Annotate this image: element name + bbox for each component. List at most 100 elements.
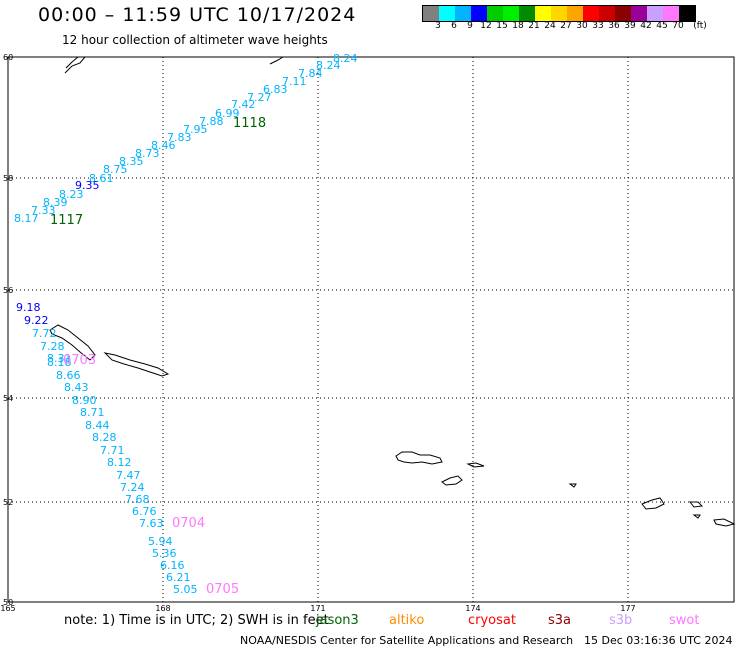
- track-value-label: 8.31: [47, 352, 72, 365]
- track-value-label: 8.28: [92, 431, 117, 444]
- track-value-label: 8.61: [89, 172, 114, 185]
- track-value-label: 7.72: [32, 327, 57, 340]
- track-value-label: 7.42: [231, 98, 256, 111]
- color-swatch: [503, 6, 519, 21]
- track-value-label: 7.63: [139, 517, 164, 530]
- color-scale-label: 21: [528, 21, 540, 31]
- track-value-label: 8.17: [14, 212, 39, 225]
- color-swatch: [567, 6, 583, 21]
- coastline-semichi: [568, 483, 577, 488]
- color-swatch: [519, 6, 535, 21]
- track-value-label: 8.71: [80, 406, 105, 419]
- color-scale-bar: [422, 5, 696, 22]
- latitude-label: 56: [3, 286, 13, 295]
- color-scale-label: 27: [560, 21, 572, 31]
- track-value-label: 8.90: [72, 394, 97, 407]
- color-swatch: [471, 6, 487, 21]
- track-value-label: 6.76: [132, 505, 157, 518]
- track-value-label: 5.94: [148, 535, 173, 548]
- track-value-label: 8.43: [64, 381, 89, 394]
- track-value-label: 5.05: [173, 583, 198, 596]
- longitude-label: 168: [155, 604, 170, 613]
- color-swatch: [599, 6, 615, 21]
- color-scale-label: 36: [608, 21, 620, 31]
- color-scale-label: 12: [480, 21, 492, 31]
- latitude-label: 54: [3, 394, 13, 403]
- color-swatch: [647, 6, 663, 21]
- track-value-label: 7.83: [167, 131, 192, 144]
- track-value-label: 7.88: [199, 115, 224, 128]
- coastline-rat-islands-2: [688, 501, 704, 508]
- track-value-label: 8.18: [47, 356, 72, 369]
- track-value-label: 6.16: [160, 559, 185, 572]
- coastline-commander-medny: [103, 352, 170, 377]
- pass-id-1117: 1117: [50, 213, 83, 228]
- track-value-label: 8.66: [56, 369, 81, 382]
- legend-cryosat: cryosat: [468, 613, 516, 628]
- coastline-near-islands-attu: [395, 451, 443, 465]
- color-scale-label: 18: [512, 21, 524, 31]
- legend-altiko: altiko: [389, 613, 425, 628]
- altimeter-track-values: 8.177.338.398.239.358.618.758.358.738.46…: [14, 52, 358, 596]
- track-value-label: 7.28: [40, 340, 65, 353]
- latitude-label: 50: [3, 598, 13, 607]
- legend-swot: swot: [669, 613, 700, 628]
- generated-timestamp: 15 Dec 03:16:36 UTC 2024: [584, 634, 733, 647]
- track-value-label: 6.21: [166, 571, 191, 584]
- coastline-north-top: [269, 56, 284, 65]
- color-swatch: [423, 6, 439, 21]
- pass-id-0703: 0703: [63, 353, 96, 368]
- color-scale-label: 6: [451, 21, 457, 31]
- color-scale-label: 30: [576, 21, 588, 31]
- color-scale-label: 39: [624, 21, 636, 31]
- track-value-label: 9.18: [16, 301, 41, 314]
- color-swatch: [487, 6, 503, 21]
- pass-id-0705: 0705: [206, 582, 239, 597]
- color-swatch: [663, 6, 679, 21]
- coastline-rat-islands-3: [713, 518, 736, 527]
- track-value-label: 8.44: [85, 419, 110, 432]
- longitude-label: 171: [310, 604, 325, 613]
- color-scale-label: 24: [544, 21, 556, 31]
- latitude-label: 52: [3, 498, 13, 507]
- color-swatch: [551, 6, 567, 21]
- footer-note: note: 1) Time is in UTC; 2) SWH is in fe…: [64, 613, 329, 628]
- coastlines: [49, 56, 736, 527]
- track-value-label: 8.24: [333, 52, 358, 65]
- color-scale-label: 70: [672, 21, 684, 31]
- coastline-rat-islands-4: [692, 514, 701, 519]
- color-scale-label: 42: [640, 21, 652, 31]
- color-swatch: [615, 6, 631, 21]
- longitude-label: 165: [0, 604, 15, 613]
- color-scale-label: (ft): [693, 21, 707, 31]
- color-scale-label: 3: [435, 21, 441, 31]
- track-value-label: 8.24: [316, 59, 341, 72]
- latitude-label: 58: [3, 174, 13, 183]
- legend-s3b: s3b: [609, 613, 633, 628]
- track-value-label: 7.11: [282, 75, 307, 88]
- track-value-label: 7.84: [298, 67, 323, 80]
- track-value-label: 7.71: [100, 444, 125, 457]
- coastline-near-islands-small: [466, 462, 485, 468]
- track-value-label: 8.35: [119, 155, 144, 168]
- color-swatch: [679, 6, 695, 21]
- longitude-label: 177: [620, 604, 635, 613]
- color-scale-label: 9: [467, 21, 473, 31]
- track-value-label: 8.73: [135, 147, 160, 160]
- track-value-label: 8.39: [43, 196, 68, 209]
- track-value-label: 8.12: [107, 456, 132, 469]
- track-value-label: 7.47: [116, 469, 141, 482]
- pass-id-1118: 1118: [233, 116, 266, 131]
- color-scale-label: 33: [592, 21, 604, 31]
- legend-jason3: jason3: [316, 613, 359, 628]
- track-value-label: 6.83: [263, 83, 288, 96]
- track-value-label: 6.99: [215, 107, 240, 120]
- color-swatch: [535, 6, 551, 21]
- track-value-label: 5.36: [152, 547, 177, 560]
- coastline-kamchatka: [64, 56, 86, 74]
- track-value-label: 7.95: [183, 123, 208, 136]
- color-scale-label: 15: [496, 21, 508, 31]
- credit-line: NOAA/NESDIS Center for Satellite Applica…: [240, 634, 574, 647]
- track-value-label: 9.22: [24, 314, 49, 327]
